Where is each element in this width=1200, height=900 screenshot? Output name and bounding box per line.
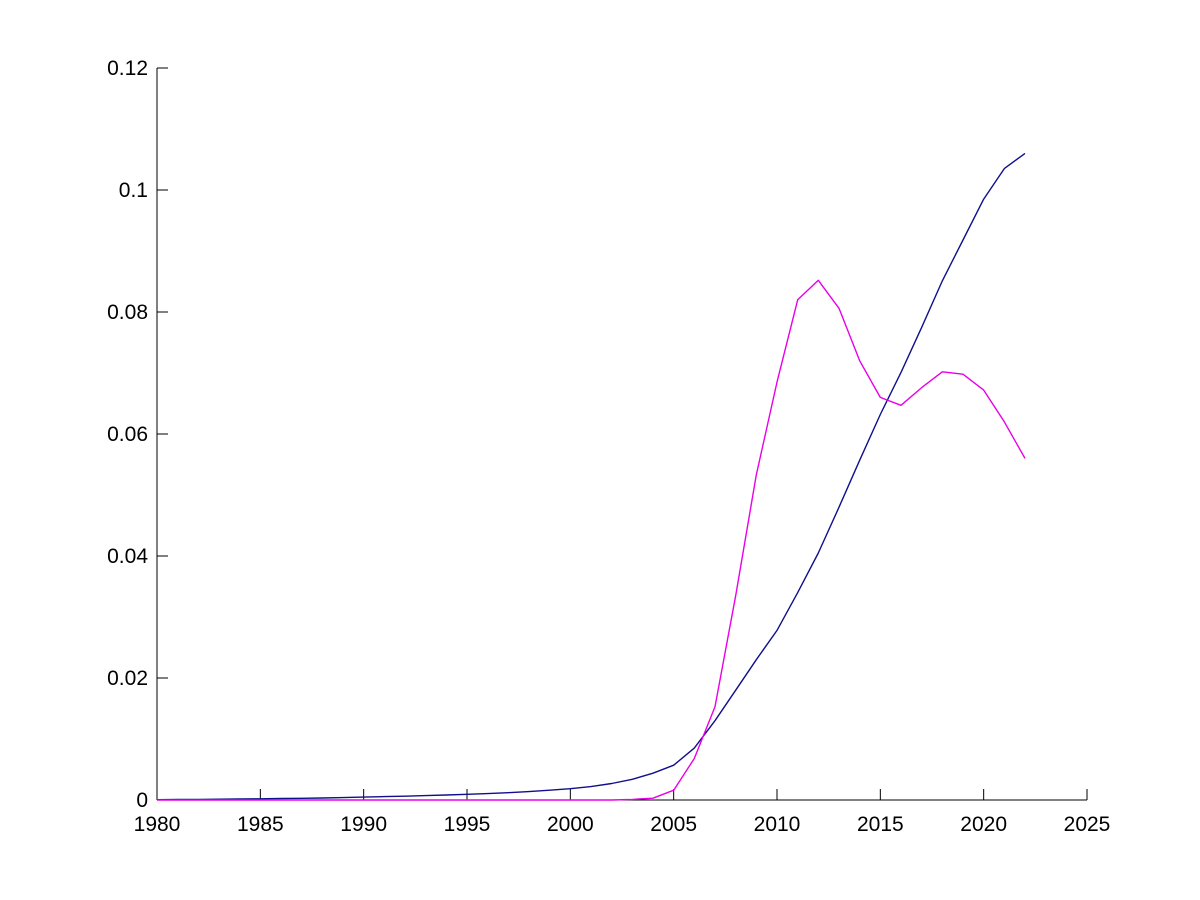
x-tick-label: 2000	[547, 813, 594, 836]
x-tick-label: 2020	[960, 813, 1007, 836]
axis-tick-labels: 1980 1985 1990 1995 2000 2005 2010 2015 2020 2025…	[107, 57, 1110, 836]
y-tick-label: 0	[136, 789, 148, 812]
x-tick-label: 1995	[444, 813, 491, 836]
x-tick-label: 2015	[857, 813, 904, 836]
y-tick-label: 0.02	[107, 667, 148, 690]
y-tick-label: 0.04	[107, 545, 148, 568]
y-tick-label: 0.12	[107, 57, 148, 80]
x-tick-label: 2025	[1064, 813, 1111, 836]
plot-series	[156, 152, 1026, 801]
magenta-line-series	[157, 279, 1026, 801]
x-tick-label: 2005	[650, 813, 697, 836]
axis-ticks	[156, 67, 1088, 801]
y-tick-label: 0.08	[107, 301, 148, 324]
dark-blue-line-series	[156, 152, 1026, 801]
x-tick-label: 2010	[754, 813, 801, 836]
x-tick-label: 1990	[340, 813, 387, 836]
y-tick-label: 0.1	[119, 179, 148, 202]
x-tick-label: 1985	[237, 813, 284, 836]
y-tick-label: 0.06	[107, 423, 148, 446]
axes	[156, 68, 1087, 801]
x-tick-label: 1980	[134, 813, 181, 836]
